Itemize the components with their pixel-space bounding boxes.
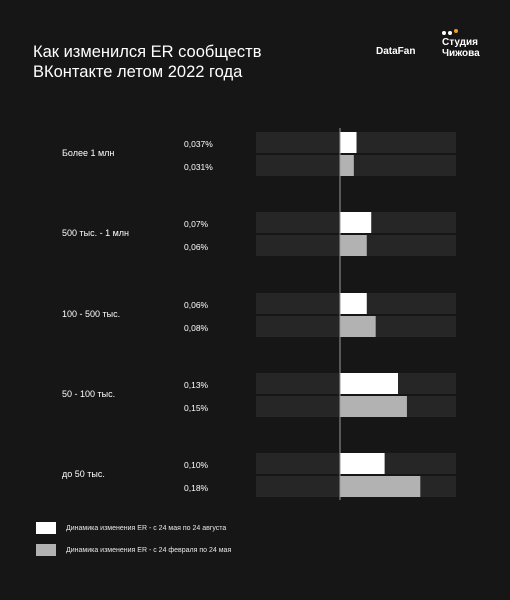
category-label: 500 тыс. - 1 млн [62,228,129,238]
data-label: 0,10% [184,460,209,470]
bar-aug [340,293,367,314]
data-label: 0,08% [184,323,209,333]
page-title: Как изменился ER сообществ ВКонтакте лет… [33,42,323,82]
data-label: 0,06% [184,242,209,252]
bar-aug [340,453,385,474]
category-label: 100 - 500 тыс. [62,309,120,319]
bar-track [256,155,456,176]
studio-dot [454,29,458,33]
studio-dot [448,31,452,35]
legend-label: Динамика изменения ER - с 24 февраля по … [66,546,232,554]
title-line-1: Как изменился ER сообществ [33,43,262,61]
category-label: до 50 тыс. [62,469,105,479]
bar-may [340,316,376,337]
data-label: 0,18% [184,483,209,493]
bar-may [340,476,421,497]
bar-may [340,396,407,417]
studio-dot [442,31,446,35]
bar-may [340,155,354,176]
studio-dots-icon [442,29,502,37]
legend-swatch-white [36,522,56,534]
data-label: 0,037% [184,139,213,149]
bar-may [340,235,367,256]
data-label: 0,031% [184,162,213,172]
data-label: 0,15% [184,403,209,413]
bar-aug [340,212,372,233]
studio-name-line-2: Чижова [442,48,480,59]
data-label: 0,06% [184,300,209,310]
bar-aug [340,132,357,153]
legend-swatch-gray [36,544,56,556]
legend-label: Динамика изменения ER - с 24 мая по 24 а… [66,524,227,532]
title-line-2: ВКонтакте летом 2022 года [33,63,243,81]
bar-aug [340,373,398,394]
data-label: 0,13% [184,380,209,390]
data-label: 0,07% [184,219,209,229]
category-label: 50 - 100 тыс. [62,389,115,399]
legend-item-may: Динамика изменения ER - с 24 февраля по … [36,544,231,556]
category-label: Более 1 млн [62,148,114,158]
datafan-logo: DataFan [376,46,416,57]
studio-logo: Студия Чижова [442,29,502,59]
legend-item-august: Динамика изменения ER - с 24 мая по 24 а… [36,522,226,534]
studio-name-line-1: Студия [442,37,479,48]
